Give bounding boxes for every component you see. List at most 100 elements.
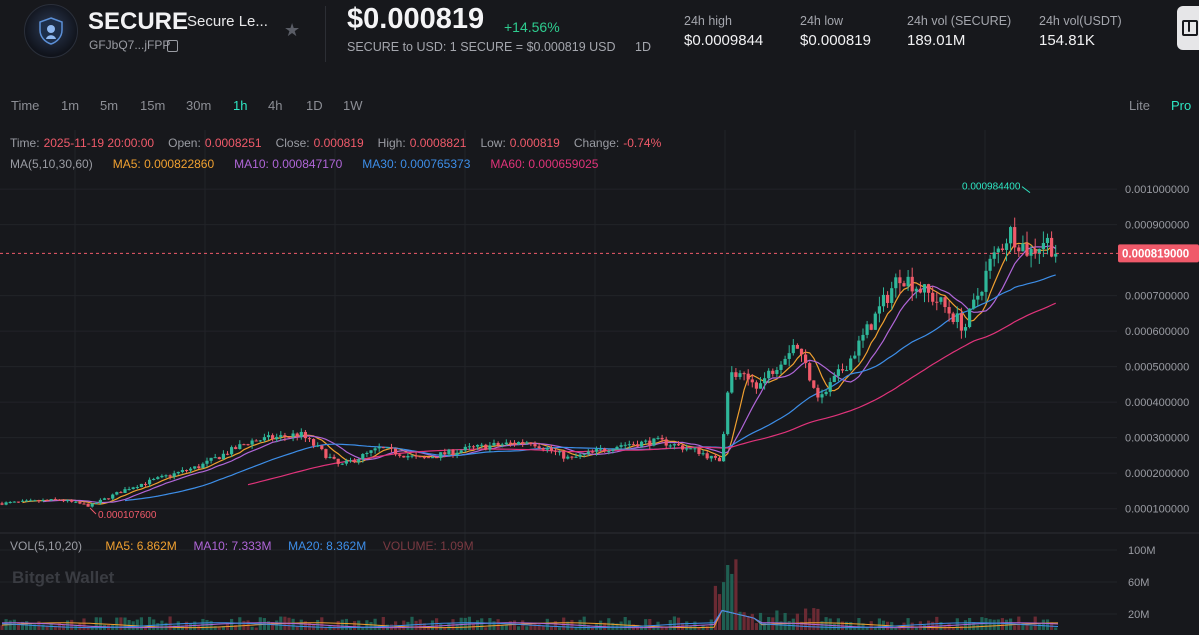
- volume-bar: [176, 621, 180, 630]
- candle-body: [660, 437, 664, 440]
- candle-body: [972, 299, 976, 309]
- candle-body: [86, 503, 90, 507]
- candle-body: [799, 348, 804, 355]
- volume-bar: [488, 618, 492, 630]
- candle-body: [312, 439, 316, 446]
- candle-body: [599, 448, 603, 450]
- candle-body: [861, 334, 865, 341]
- candle-body: [1033, 249, 1037, 254]
- vol-ma10: MA10: 7.333M: [193, 539, 272, 553]
- volume-bar: [644, 619, 648, 630]
- candle-body: [886, 294, 890, 303]
- tf-1d[interactable]: 1D: [306, 98, 323, 113]
- candle-body: [287, 436, 291, 438]
- copy-icon[interactable]: [167, 40, 178, 52]
- volume-bar: [672, 616, 676, 630]
- candle-body: [275, 436, 279, 440]
- volume-bar: [361, 627, 365, 630]
- candle-body: [57, 499, 61, 501]
- volume-bar: [599, 620, 603, 630]
- favorite-star-icon[interactable]: ★: [284, 20, 301, 40]
- tf-30m[interactable]: 30m: [186, 98, 212, 113]
- volume-bar: [160, 620, 164, 630]
- candle-body: [607, 450, 611, 452]
- volume-bar: [578, 619, 582, 630]
- price-tick-label: 0.000900000: [1125, 220, 1189, 232]
- candle-body: [279, 435, 283, 437]
- candle-body: [492, 442, 496, 446]
- volume-bar: [541, 625, 545, 630]
- candle-body: [467, 446, 471, 448]
- candle-body: [250, 440, 254, 445]
- side-panel-toggle-icon[interactable]: [1177, 6, 1199, 50]
- vol-ma20-line: [1, 609, 1059, 629]
- candle-body: [410, 455, 414, 457]
- candle-body: [398, 454, 402, 456]
- volume-bar: [348, 626, 353, 630]
- volume-bar: [652, 627, 656, 630]
- candle-body: [865, 324, 869, 335]
- mode-pro[interactable]: Pro: [1171, 98, 1192, 113]
- tf-time[interactable]: Time: [11, 98, 40, 113]
- volume-bar: [410, 616, 414, 630]
- tf-1h[interactable]: 1h: [233, 98, 248, 113]
- candle-body: [90, 503, 94, 507]
- candle-body: [168, 475, 172, 477]
- stat-24h-low: 24h low $0.000819: [800, 14, 871, 49]
- vol-ma20: MA20: 8.362M: [288, 539, 367, 553]
- candle-body: [533, 444, 537, 447]
- candle-body: [578, 454, 582, 457]
- candle-body: [394, 448, 398, 455]
- candle-body: [922, 284, 927, 293]
- volume-bar: [664, 626, 668, 630]
- volume-bar: [906, 618, 910, 630]
- candle-body: [49, 499, 53, 501]
- candle-body: [779, 364, 783, 370]
- volume-bar: [947, 623, 951, 630]
- candle-body: [344, 460, 348, 464]
- ohlc-close-label: Close:: [275, 136, 310, 150]
- candle-body: [348, 460, 353, 462]
- candle-body: [74, 501, 78, 503]
- candle-body: [213, 457, 217, 459]
- conversion-text: SECURE to USD: 1 SECURE = $0.000819 USD: [347, 40, 616, 54]
- candle-body: [12, 501, 16, 503]
- volume-bar: [529, 623, 533, 630]
- candlesticks: [0, 217, 1058, 508]
- tf-1w[interactable]: 1W: [343, 98, 363, 113]
- tf-5m[interactable]: 5m: [100, 98, 119, 113]
- timeframe-bar: Time 1m 5m 15m 30m 1h 4h 1D 1W Lite Pro: [0, 96, 1199, 116]
- volume-bar: [553, 621, 558, 630]
- candle-body: [385, 447, 389, 449]
- candle-body: [681, 445, 685, 450]
- ma30-value: MA30: 0.000765373: [362, 157, 471, 171]
- candle-body: [176, 471, 180, 474]
- volume-bar: [508, 621, 512, 630]
- volume-bar: [320, 617, 324, 630]
- volume-bar: [148, 616, 152, 630]
- candle-body: [623, 444, 627, 446]
- volume-bar: [41, 624, 45, 630]
- candle-body: [959, 313, 963, 331]
- candle-body: [127, 489, 131, 491]
- candle-body: [795, 344, 799, 349]
- ohlc-time: 2025-11-19 20:00:00: [43, 136, 155, 150]
- volume-bar: [533, 622, 537, 630]
- mode-lite[interactable]: Lite: [1129, 98, 1150, 113]
- shield-icon: [39, 17, 63, 45]
- candle-body: [262, 437, 266, 441]
- tf-15m[interactable]: 15m: [140, 98, 166, 113]
- candle-body: [763, 378, 767, 384]
- min-price-pointer: [89, 507, 97, 515]
- candle-body: [836, 369, 840, 376]
- candle-body: [652, 438, 656, 446]
- candle-body: [664, 439, 668, 446]
- volume-bar: [914, 626, 918, 630]
- tf-4h[interactable]: 4h: [268, 98, 283, 113]
- price-tick-label: 0.000200000: [1125, 468, 1189, 480]
- candle-body: [230, 447, 234, 455]
- tf-1m[interactable]: 1m: [61, 98, 80, 113]
- volume-bar: [336, 620, 340, 630]
- candle-body: [1041, 243, 1045, 250]
